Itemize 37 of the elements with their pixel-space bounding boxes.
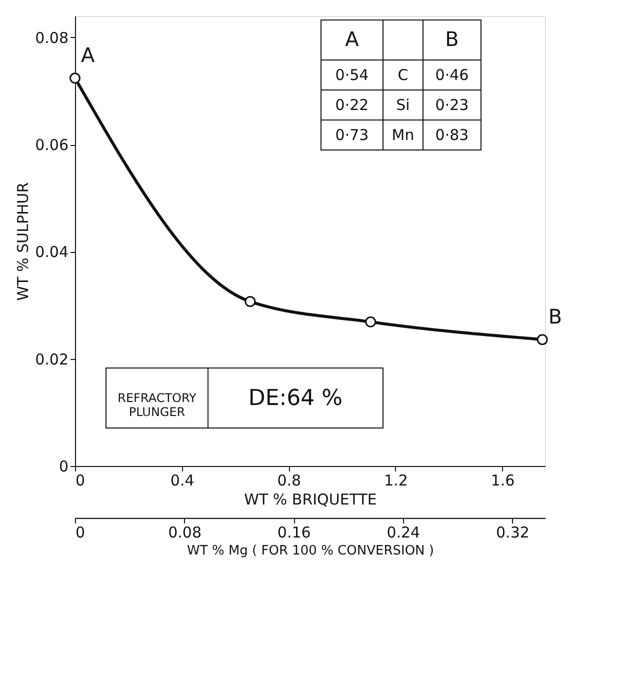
point [365, 316, 376, 328]
x2-tick-label: 0 [76, 524, 86, 542]
y-axis-title: WT % SULPHUR [14, 182, 32, 301]
y-tick-label: 0 [58, 458, 68, 476]
x2-tick-label: 0.08 [168, 524, 202, 542]
point [70, 72, 80, 84]
x-tick-label: 0.4 [170, 472, 194, 490]
annotation: REFRACTORY PLUNGER [118, 391, 198, 419]
annotation: 0·23 [435, 96, 469, 114]
x-tick-label: 0.8 [277, 472, 302, 490]
point [244, 296, 256, 308]
y-tick-label: 0.02 [35, 350, 68, 368]
x-tick-label: 1.6 [490, 472, 515, 490]
annotation: 0·46 [435, 66, 469, 84]
x2-tick-label: 0.24 [386, 524, 420, 542]
y-tick-label: 0.08 [35, 28, 68, 47]
annotation: 0·22 [335, 96, 369, 114]
y-tick-label: 0.06 [35, 136, 68, 154]
annotation: C [398, 66, 408, 84]
x2-axis-title: WT % Mg ( FOR 100 % CONVERSION ) [187, 544, 434, 558]
x-axis-title: WT % BRIQUETTE [244, 490, 377, 508]
y-tick-label: 0.04 [35, 243, 68, 262]
annotation: A [81, 43, 95, 68]
point [536, 334, 548, 346]
annotation: Mn [392, 126, 414, 144]
x2-tick-label: 0.32 [496, 524, 530, 542]
x-tick-label: 0 [76, 472, 86, 490]
annotation: 0·73 [335, 126, 369, 144]
annotation: A [345, 27, 360, 51]
x-tick-label: 1.2 [384, 472, 408, 490]
annotation: 0·83 [435, 126, 469, 144]
annotation: B [445, 27, 459, 51]
annotation: B [548, 304, 562, 329]
annotation: 0·54 [335, 66, 369, 84]
x2-tick-label: 0.16 [277, 524, 311, 542]
annotation: Si [396, 96, 410, 114]
annotation: DE:64 % [248, 386, 343, 411]
